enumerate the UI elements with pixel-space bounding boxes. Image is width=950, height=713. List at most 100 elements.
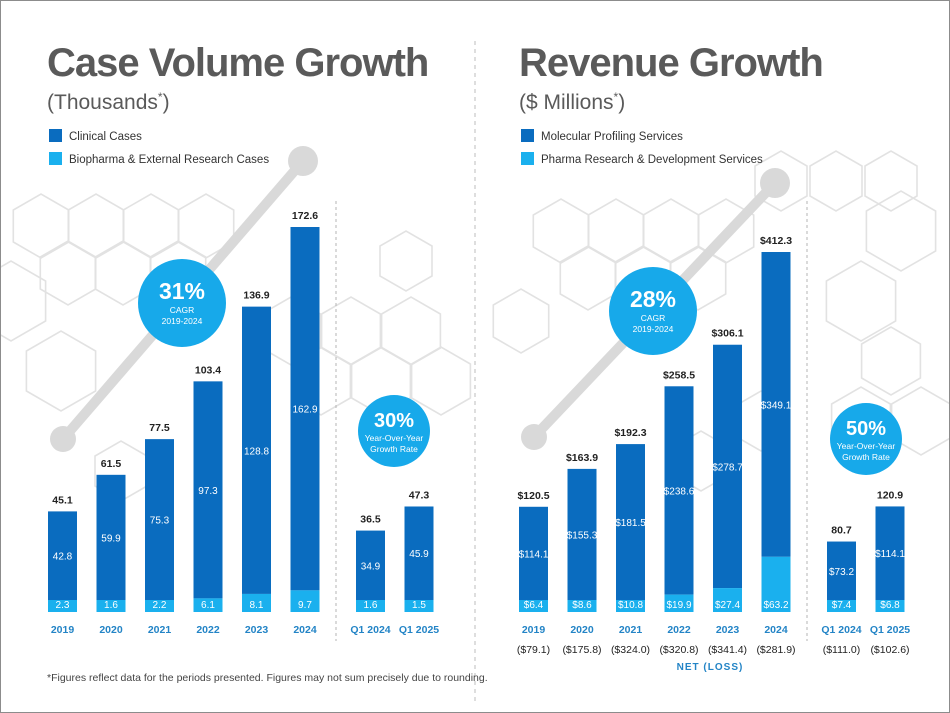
bar-segment-biopharma [356,600,385,612]
callout-bubble [138,259,226,347]
x-tick-label: Q1 2025 [399,624,439,636]
bar-total-label: $306.1 [711,328,743,340]
bar-segment-pharma [664,594,694,612]
bar-segment-clinical [193,381,223,599]
hexagon-shape [380,296,442,366]
bar-bottom-label: 1.6 [104,600,118,611]
hexagon-shape [122,193,180,259]
x-tick-label: 2019 [522,624,546,636]
callout-line1: Year-Over-Year [837,441,896,451]
bar-bottom-label: $19.9 [666,600,691,611]
callout-bubble [358,395,430,467]
x-tick-label: 2020 [570,624,594,636]
bar-segment-pharma [761,556,791,612]
bar-segment-clinical [48,511,77,600]
x-tick-label: Q1 2024 [350,624,390,636]
growth-line-start-dot [50,426,76,452]
bar-bottom-label: $63.2 [763,600,788,611]
bar-bottom-label: $6.4 [524,600,544,611]
bar-segment-molecular [664,386,694,595]
hexagon-shape [350,346,412,416]
hexagon-shape [492,288,550,354]
bar-bottom-label: 8.1 [250,600,264,611]
bar-segment-clinical [356,530,385,600]
bar-segment-clinical [96,474,126,600]
net-loss-label: ($281.9) [756,644,795,656]
hexagon-shape [410,346,472,416]
hexagon-shape [587,198,645,264]
callout-line1: CAGR [170,305,195,315]
bar-total-label: 61.5 [101,458,122,470]
bar-total-label: 103.4 [195,364,221,376]
bar-mid-label: $278.7 [712,462,743,473]
net-loss-label: ($79.1) [517,644,550,656]
bar-total-label: 45.1 [52,494,73,506]
net-loss-label: ($324.0) [611,644,650,656]
hexagon-shape [809,150,863,212]
bar-mid-label: 97.3 [198,486,218,497]
x-tick-label: 2021 [148,624,172,636]
hexagon-shape [865,190,937,272]
bar-segment-biopharma [48,600,77,612]
callout-value: 50% [846,418,886,440]
bar-segment-molecular [616,444,645,600]
bar-segment-molecular [875,506,905,600]
bar-segment-clinical [404,506,434,600]
legend-swatch-biopharma [49,152,62,165]
bar-mid-label: $73.2 [829,567,854,578]
x-tick-label: 2022 [196,624,220,636]
callout-value: 28% [630,286,676,312]
legend-swatch-pharma [521,152,534,165]
hexagon-shape [825,260,897,342]
bar-total-label: $258.5 [663,369,695,381]
bar-bottom-label: 9.7 [298,600,312,611]
bar-segment-clinical [145,439,174,600]
bar-segment-pharma [827,600,856,612]
x-tick-label: 2020 [99,624,123,636]
bar-bottom-label: 1.6 [364,600,378,611]
x-tick-label: Q1 2024 [821,624,861,636]
bar-mid-label: 45.9 [409,549,429,560]
bar-segment-biopharma [96,600,126,612]
bar-bottom-label: $6.8 [880,600,900,611]
bar-total-label: $120.5 [517,490,549,502]
bar-segment-clinical [242,306,271,594]
legend-label-clinical: Clinical Cases [69,131,142,143]
bar-segment-biopharma [193,598,223,612]
callout-value: 30% [374,410,414,432]
x-tick-label: 2019 [51,624,75,636]
right-chart-marks: $6.4 $114.1 $120.5 2019 $8.6 $155.3 $163.9 2020… [517,201,910,673]
bar-segment-pharma [519,600,548,612]
callout-value: 31% [159,278,205,304]
hexagon-shape [864,150,918,212]
bar-mid-label: 42.8 [53,552,73,563]
callout-line2: 2019-2024 [162,316,203,326]
hexagon-shape [379,230,433,292]
bar-bottom-label: $7.4 [832,600,852,611]
bar-segment-clinical [290,227,320,591]
bar-total-label: $412.3 [760,235,792,247]
net-loss-label: ($102.6) [870,644,909,656]
bar-total-label: 36.5 [360,514,381,526]
bar-mid-label: 162.9 [292,405,317,416]
bar-mid-label: $181.5 [615,518,646,529]
bar-mid-label: 75.3 [150,516,170,527]
footnote: *Figures reflect data for the periods pr… [47,672,488,684]
hexagon-shape [39,240,97,306]
hexagon-shape [67,193,125,259]
bar-mid-label: $238.6 [664,486,695,497]
legend-label-biopharma: Biopharma & External Research Cases [69,154,269,166]
left-chart-subtitle: (Thousands*) [47,90,170,114]
hexagon-shape [559,245,617,311]
hexagon-shape [642,198,700,264]
bar-total-label: 172.6 [292,210,318,222]
callout-line2: 2019-2024 [633,324,674,334]
growth-line-start-dot [521,424,547,450]
bar-segment-pharma [875,600,905,612]
x-tick-label: 2024 [293,624,317,636]
callout-bubble [609,267,697,355]
bar-mid-label: $155.3 [567,530,598,541]
bar-mid-label: 34.9 [361,561,381,572]
